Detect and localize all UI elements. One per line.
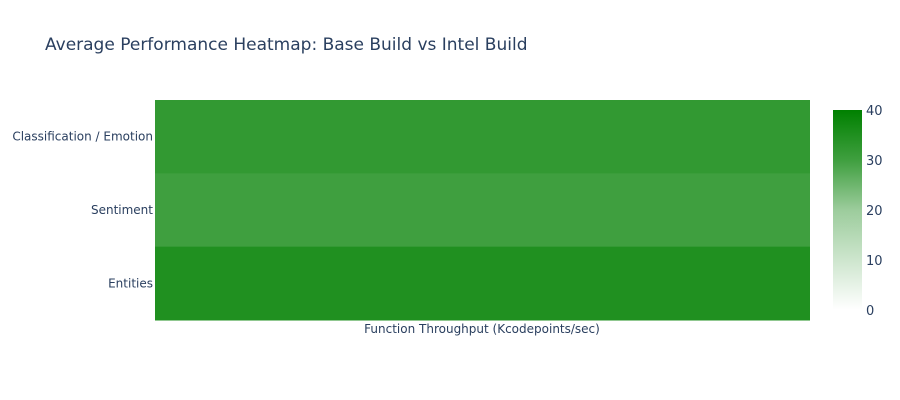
colorbar-tick-label: 20 bbox=[866, 204, 883, 219]
heatmap-cell bbox=[155, 246, 810, 321]
colorbar-tick-label: 10 bbox=[866, 254, 883, 269]
colorbar-tick-label: 30 bbox=[866, 154, 883, 169]
y-tick-label: Classification / Emotion bbox=[12, 130, 153, 144]
colorbar bbox=[833, 110, 862, 310]
colorbar-tick-label: 40 bbox=[866, 104, 883, 119]
heatmap-cell bbox=[155, 173, 810, 248]
y-tick-label: Sentiment bbox=[91, 203, 153, 217]
y-tick-label: Entities bbox=[108, 276, 153, 290]
heatmap-cell bbox=[155, 100, 810, 174]
chart-title: Average Performance Heatmap: Base Build … bbox=[45, 35, 527, 55]
x-axis-label: Function Throughput (Kcodepoints/sec) bbox=[364, 322, 600, 336]
colorbar-tick-label: 0 bbox=[866, 304, 874, 319]
